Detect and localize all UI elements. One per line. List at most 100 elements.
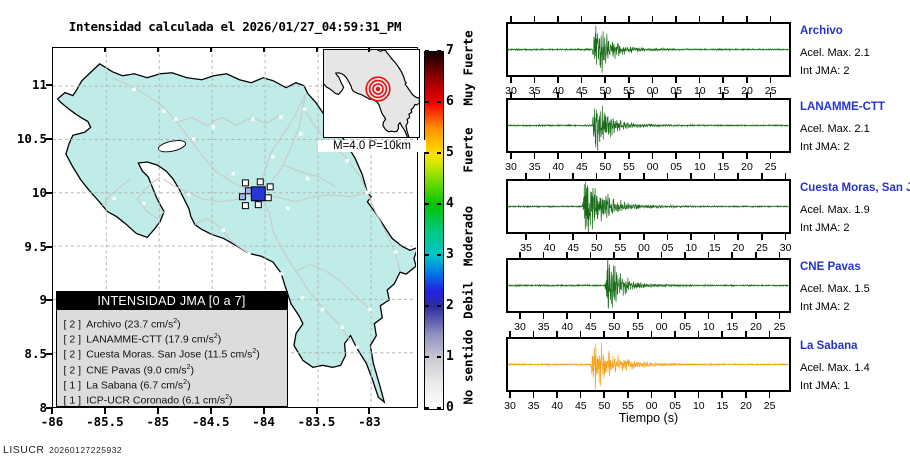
trace-tick-label: 30: [505, 85, 517, 97]
y-axis-tick: [46, 407, 52, 409]
trace-top-tick: [627, 331, 629, 337]
colorbar-tick: [425, 254, 429, 256]
trace-bottom-tick: [713, 234, 716, 240]
x-axis-tick: [209, 408, 212, 414]
intensity-colorbar: [424, 51, 444, 410]
trace-tick-label: 00: [646, 161, 659, 173]
road-network: [102, 77, 401, 341]
station-marker: [264, 194, 272, 202]
trace-top-tick: [643, 173, 645, 179]
trace-top-tick: [769, 16, 772, 22]
trace-bottom-tick: [651, 77, 654, 83]
legend-item: [ 2 ] Archivo (23.7 cm/s2): [63, 317, 181, 331]
trace-bottom-tick: [572, 234, 574, 240]
waveform: [508, 181, 789, 232]
legend-item: [ 1 ] ICP-UCR Coronado (6.1 cm/s2): [63, 394, 233, 407]
trace-bottom-tick: [722, 77, 724, 83]
x-axis-top-tick: [156, 47, 159, 52]
inset-canvas: [324, 50, 419, 137]
legend-item: [ 1 ] La Sabana (6.7 cm/s2): [63, 379, 191, 392]
trace-tick-label: 05: [670, 161, 683, 173]
colorbar-tick: [437, 356, 441, 358]
y-axis-tick-label: 8.5: [24, 346, 47, 362]
colorbar-tick: [425, 407, 429, 409]
waveform: [508, 25, 789, 73]
trace-bottom-tick: [533, 153, 536, 159]
trace-bottom-tick: [666, 234, 669, 240]
colorbar-tick: [437, 407, 441, 409]
trace-tick-label: 05: [661, 242, 674, 254]
trace-accel-label: Acel. Max. 1.4: [800, 362, 870, 374]
trace-tick-label: 25: [763, 400, 776, 412]
colorbar-tick-label: 0: [446, 400, 454, 415]
trace-bottom-tick: [542, 313, 545, 319]
trace-tick-label: 25: [764, 85, 777, 97]
x-axis-tick: [368, 408, 371, 414]
trace-top-tick: [722, 16, 724, 22]
trace-tick-label: 50: [598, 400, 611, 412]
seismogram-box: [506, 98, 791, 153]
trace-bottom-tick: [707, 313, 710, 319]
trace-top-tick: [533, 92, 536, 98]
trace-bottom-tick: [604, 77, 606, 83]
trace-bottom-tick: [557, 77, 559, 83]
colorbar-tick: [437, 203, 441, 205]
map-legend: INTENSIDAD JMA [0 a 7] [ 2 ] Archivo (23…: [55, 290, 288, 407]
trace-tick-label: 40: [551, 400, 564, 412]
trace-bottom-tick: [722, 153, 724, 159]
trace-tick-label: 55: [622, 400, 634, 412]
trace-tick-label: 40: [552, 85, 565, 97]
trace-accel-label: Acel. Max. 1.9: [800, 204, 870, 216]
trace-bottom-tick: [580, 153, 583, 159]
colorbar-tick: [425, 152, 429, 154]
y-axis-tick-label: 8: [39, 400, 47, 415]
trace-tick-label: 35: [527, 400, 540, 412]
colorbar-tick-label: 7: [446, 43, 454, 58]
trace-bottom-tick: [619, 234, 621, 240]
y-axis-tick: [46, 353, 52, 356]
trace-tick-label: 05: [679, 321, 692, 333]
costa-rica-landmass: [56, 63, 416, 403]
trace-tick-label: 25: [764, 161, 777, 173]
colorbar-tick: [425, 203, 429, 205]
trace-bottom-tick: [769, 77, 772, 83]
trace-top-tick: [761, 173, 763, 179]
colorbar-tick-label: 1: [446, 349, 454, 364]
trace-bottom-tick: [731, 313, 733, 319]
trace-bottom-tick: [784, 234, 787, 240]
trace-top-tick: [557, 16, 559, 22]
trace-bottom-tick: [627, 392, 629, 398]
trace-tick-label: 35: [537, 321, 550, 333]
trace-top-tick: [510, 92, 512, 98]
trace-station-label: La Sabana: [800, 340, 858, 352]
trace-bottom-tick: [628, 153, 630, 159]
trace-top-tick: [698, 16, 701, 22]
trace-tick-label: 05: [669, 400, 682, 412]
trace-top-tick: [619, 173, 621, 179]
seismogram-box: [506, 337, 791, 392]
station-marker-low: [238, 193, 246, 201]
trace-bottom-tick: [604, 153, 606, 159]
trace-accel-label: Acel. Max. 2.1: [800, 123, 870, 135]
trace-bottom-tick: [737, 234, 739, 240]
colorbar-tick-label: 2: [446, 298, 454, 313]
x-axis-tick-label: -84: [252, 414, 275, 429]
y-axis-tick-label: 9: [39, 292, 47, 308]
trace-bottom-tick: [510, 153, 512, 159]
trace-tick-label: 30: [505, 161, 517, 173]
trace-top-tick: [651, 92, 654, 98]
colorbar-tick: [425, 50, 429, 52]
trace-top-tick: [784, 173, 787, 179]
trace-bottom-tick: [745, 392, 747, 398]
trace-bottom-tick: [674, 392, 676, 398]
lake-arenal: [157, 140, 187, 153]
trace-tick-label: 25: [773, 321, 786, 333]
x-axis-tick-label: -85: [146, 414, 170, 429]
trace-bottom-tick: [557, 153, 559, 159]
trace-bottom-tick: [675, 153, 677, 159]
trace-bottom-tick: [566, 313, 568, 319]
trace-top-tick: [572, 173, 574, 179]
trace-tick-label: 45: [575, 161, 588, 173]
trace-accel-label: Acel. Max. 1.5: [800, 283, 870, 295]
trace-bottom-tick: [519, 313, 521, 319]
